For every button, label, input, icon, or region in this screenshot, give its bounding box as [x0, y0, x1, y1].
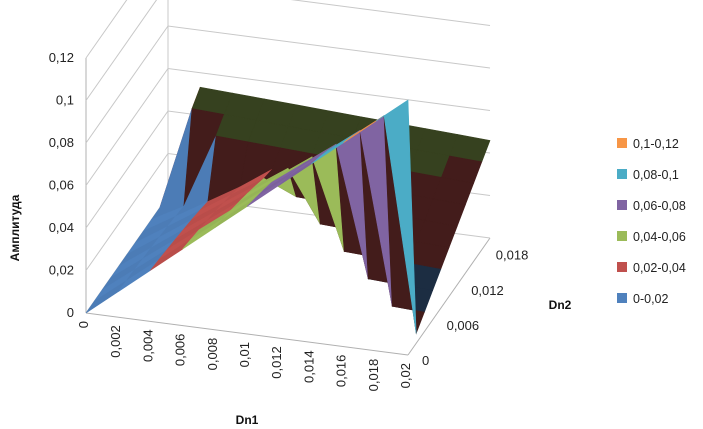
z-axis-label: Амплитуда: [8, 194, 22, 261]
z-tick-label: 0,06: [49, 178, 74, 193]
surface-cell-9-0: [375, 99, 417, 334]
legend-swatch: [617, 262, 627, 272]
y-tick-label: 0: [422, 353, 429, 368]
z-tick-label: 0,1: [56, 93, 74, 108]
z-tick-label: 0: [67, 305, 74, 320]
x-tick-label: 0,012: [269, 346, 284, 379]
y-axis-ticks: 0 0,006 0,012 0,018: [422, 248, 528, 368]
z-tick-label: 0,08: [49, 135, 74, 150]
x-tick-label: 0,014: [301, 350, 316, 383]
x-tick-label: 0: [76, 321, 91, 328]
legend: 0,1-0,12 0,08-0,1 0,06-0,08 0,04-0,06 0,02-0…: [617, 137, 686, 306]
legend-label: 0,1-0,12: [633, 137, 679, 151]
legend-label: 0,04-0,06: [633, 230, 686, 244]
gridline-z-4: [85, 25, 491, 144]
legend-label: 0,06-0,08: [633, 199, 686, 213]
x-axis-ticks: 0 0,002 0,004 0,006 0,008 0,01 0,012 0,014 0,016…: [76, 321, 413, 391]
legend-label: 0-0,02: [633, 292, 668, 306]
x-tick-label: 0,008: [205, 338, 220, 371]
z-tick-label: 0,02: [49, 263, 74, 278]
legend-swatch: [617, 231, 627, 241]
floor-edge-side: [407, 237, 491, 356]
legend-swatch: [617, 169, 627, 179]
x-tick-label: 0,02: [398, 363, 413, 388]
legend-label: 0,08-0,1: [633, 168, 679, 182]
x-tick-label: 0,004: [140, 329, 155, 362]
x-tick-label: 0,006: [173, 334, 188, 367]
gridline-z-6: [85, 0, 128, 59]
gridline-z-5: [85, 0, 491, 101]
floor-edge-front: [85, 312, 409, 356]
legend-swatch: [617, 293, 627, 303]
surface-plot: [85, 86, 491, 335]
x-tick-label: 0,002: [108, 325, 123, 358]
z-axis-ticks: 0 0,02 0,04 0,06 0,08 0,1 0,12: [49, 50, 74, 320]
x-axis-label: Dn1: [236, 413, 259, 427]
legend-swatch: [617, 200, 627, 210]
y-tick-label: 0,012: [471, 283, 504, 298]
x-tick-label: 0,01: [237, 342, 252, 367]
gridline-z-3: [85, 67, 491, 186]
z-tick-label: 0,12: [49, 50, 74, 65]
x-tick-label: 0,018: [366, 359, 381, 392]
y-tick-label: 0,006: [447, 318, 480, 333]
z-tick-label: 0,04: [49, 220, 74, 235]
x-tick-label: 0,016: [334, 355, 349, 388]
legend-label: 0,02-0,04: [633, 261, 686, 275]
y-tick-label: 0,018: [496, 248, 529, 263]
legend-swatch: [617, 138, 627, 148]
y-axis-label: Dn2: [549, 298, 572, 312]
